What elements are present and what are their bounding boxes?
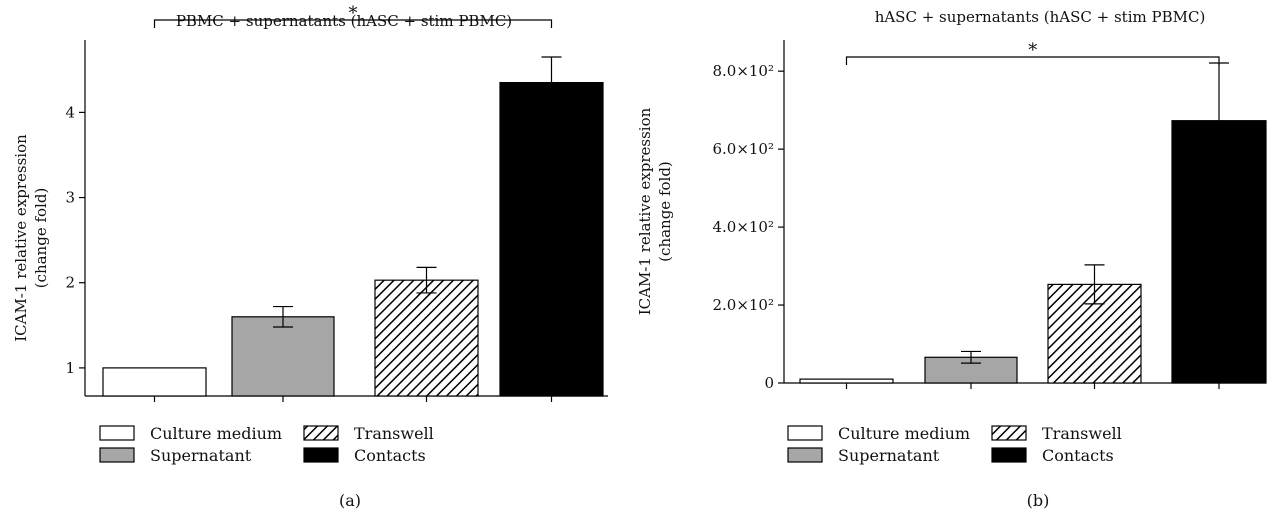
y-axis-label-units: (change fold) (656, 161, 674, 262)
legend-label: Contacts (354, 446, 426, 465)
y-tick-label: 0 (764, 374, 774, 392)
y-tick-label: 3 (65, 189, 75, 207)
y-tick-label: 2.0×10² (712, 296, 774, 314)
legend-swatch-supernatant (99, 447, 135, 463)
chart-panel-a: PBMC + supernatants (hASC + stim PBMC) 1 2… (12, 3, 608, 510)
legend-swatch-supernatant (787, 447, 823, 463)
legend-label: Culture medium (838, 424, 970, 443)
bar-culture-medium (799, 378, 894, 384)
legend-label: Culture medium (150, 424, 282, 443)
legend-swatch-transwell (991, 425, 1027, 441)
significance-bracket (153, 19, 553, 28)
legend-label: Transwell (1042, 424, 1122, 443)
legend-label: Contacts (1042, 446, 1114, 465)
bar-culture-medium (102, 367, 207, 397)
bar-transwell (374, 279, 479, 397)
significance-bracket (845, 56, 1220, 65)
significance-marker: * (349, 3, 358, 24)
legend-swatch-culture-medium (787, 425, 823, 441)
legend-swatch-culture-medium (99, 425, 135, 441)
chart-title: hASC + supernatants (hASC + stim PBMC) (875, 8, 1206, 26)
panel-label: (b) (1027, 491, 1050, 510)
panel-label: (a) (339, 491, 361, 510)
y-tick-label: 1 (65, 359, 75, 377)
chart-panel-b: hASC + supernatants (hASC + stim PBMC) 0 2… (636, 8, 1267, 510)
y-axis-label: ICAM-1 relative expression (636, 107, 654, 315)
y-tick-label: 6.0×10² (712, 140, 774, 158)
bar-contacts (499, 81, 604, 397)
y-tick-label: 4 (65, 103, 75, 121)
legend-label: Transwell (354, 424, 434, 443)
y-tick-label: 2 (65, 274, 75, 292)
legend-swatch-transwell (303, 425, 339, 441)
significance-marker: * (1028, 40, 1037, 61)
chart-title: PBMC + supernatants (hASC + stim PBMC) (176, 12, 512, 30)
bar-supernatant (231, 316, 335, 397)
legend-swatch-contacts (991, 447, 1027, 463)
legend-label: Supernatant (838, 446, 940, 465)
y-axis-label: ICAM-1 relative expression (12, 134, 30, 342)
y-tick-label: 8.0×10² (712, 62, 774, 80)
y-tick-label: 4.0×10² (712, 218, 774, 236)
legend-swatch-contacts (303, 447, 339, 463)
legend-label: Supernatant (150, 446, 252, 465)
y-axis-label-units: (change fold) (32, 188, 50, 289)
